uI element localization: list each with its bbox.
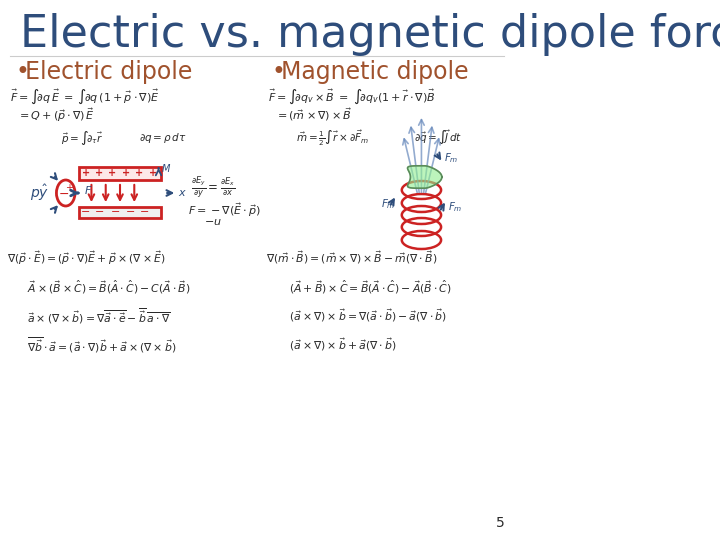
Text: $\vec{p} = \int\!\partial_\tau \vec{r}$: $\vec{p} = \int\!\partial_\tau \vec{r}$ [60,129,103,147]
Text: Electric dipole: Electric dipole [25,60,192,84]
Text: $\vec{m} = \frac{1}{2}\int\vec{r}\times\partial\vec{F}_m$: $\vec{m} = \frac{1}{2}\int\vec{r}\times\… [297,128,370,148]
Text: Magnetic dipole: Magnetic dipole [281,60,468,84]
Text: $\vec{F} = \int\!\partial q_v\times\vec{B} \;=\; \int\!\partial q_v(1+\vec{r}\cd: $\vec{F} = \int\!\partial q_v\times\vec{… [268,88,436,106]
Text: 5: 5 [495,516,504,530]
Text: +: + [135,168,143,179]
Text: $\partial q = \rho\,d\tau$: $\partial q = \rho\,d\tau$ [139,131,187,145]
Text: $F = -\nabla(\vec{E}\cdot\vec{p})$: $F = -\nabla(\vec{E}\cdot\vec{p})$ [188,201,261,219]
Text: −: − [126,207,135,218]
Text: $= (\vec{m}\times\nabla)\times\vec{B}$: $= (\vec{m}\times\nabla)\times\vec{B}$ [275,106,352,123]
Text: +: + [149,168,157,179]
Text: +: + [65,183,73,193]
Text: $\vec{a}\times(\nabla\times\vec{b}) = \nabla\overline{\vec{a}\cdot\vec{e}} - \ov: $\vec{a}\times(\nabla\times\vec{b}) = \n… [27,306,171,326]
Text: $(\vec{a}\times\nabla)\times\vec{b} = \nabla(\vec{a}\cdot\vec{b}) - \vec{a}(\nab: $(\vec{a}\times\nabla)\times\vec{b} = \n… [289,308,447,325]
Polygon shape [408,166,442,188]
Text: $\nabla(\vec{m}\cdot\vec{B}) = (\vec{m}\times\nabla)\times\vec{B} - \vec{m}(\nab: $\nabla(\vec{m}\cdot\vec{B}) = (\vec{m}\… [266,249,438,266]
Text: $= Q + (\vec{p}\cdot\nabla)\,\vec{E}$: $= Q + (\vec{p}\cdot\nabla)\,\vec{E}$ [17,106,95,124]
Text: +: + [108,168,116,179]
Text: $\vec{A}\times(\vec{B}\times\hat{C}) = \vec{B}(\hat{A}\cdot\hat{C}) - C(\vec{A}\: $\vec{A}\times(\vec{B}\times\hat{C}) = \… [27,278,191,296]
Text: $\vec{F} = \int \!\partial q\,\vec{E} \;=\; \int\!\partial q\,(1+\vec{p}\cdot\na: $\vec{F} = \int \!\partial q\,\vec{E} \;… [10,88,160,106]
FancyBboxPatch shape [78,207,161,218]
Text: −: − [140,207,150,218]
Text: +: + [122,168,130,179]
Text: $-u$: $-u$ [204,217,222,227]
Text: −: − [111,207,120,218]
Text: +: + [81,168,90,179]
Text: −: − [95,207,104,218]
FancyBboxPatch shape [78,167,161,180]
Text: $\partial\vec{q} = \int\!\vec{J}\,dt$: $\partial\vec{q} = \int\!\vec{J}\,dt$ [414,129,463,147]
Text: •: • [16,60,30,84]
Text: $\nabla(\vec{p}\cdot\vec{E}) = (\vec{p}\cdot\nabla)\vec{E} + \vec{p}\times(\nabl: $\nabla(\vec{p}\cdot\vec{E}) = (\vec{p}\… [7,249,166,267]
Text: $(\vec{A}+\vec{B})\times\hat{C} = \vec{B}(\vec{A}\cdot\hat{C}) - \vec{A}(\vec{B}: $(\vec{A}+\vec{B})\times\hat{C} = \vec{B… [289,278,452,296]
Text: $F_m$: $F_m$ [444,151,459,165]
Text: −: − [81,207,91,218]
Text: +: + [94,168,103,179]
Text: $(\vec{a}\times\nabla)\times\vec{b} + \vec{a}(\nabla\cdot\vec{b})$: $(\vec{a}\times\nabla)\times\vec{b} + \v… [289,336,397,353]
Text: $\overline{\nabla\vec{b}}\cdot\vec{a} = (\vec{a}\cdot\nabla)\vec{b} + \vec{a}\ti: $\overline{\nabla\vec{b}}\cdot\vec{a} = … [27,335,176,355]
Circle shape [56,180,75,206]
Text: •: • [271,60,285,84]
Text: −: − [59,187,70,200]
Text: $\frac{\partial E_y}{\partial y} = \frac{\partial E_x}{\partial x}$: $\frac{\partial E_y}{\partial y} = \frac… [192,174,235,200]
Text: M: M [161,164,170,174]
Text: $p\hat{y}$: $p\hat{y}$ [30,183,49,203]
Text: $F_m$: $F_m$ [448,200,462,214]
Text: Electric vs. magnetic dipole force: Electric vs. magnetic dipole force [20,14,720,57]
Text: F: F [84,186,91,196]
Text: x: x [179,188,185,198]
Text: $F_m$: $F_m$ [382,197,396,211]
